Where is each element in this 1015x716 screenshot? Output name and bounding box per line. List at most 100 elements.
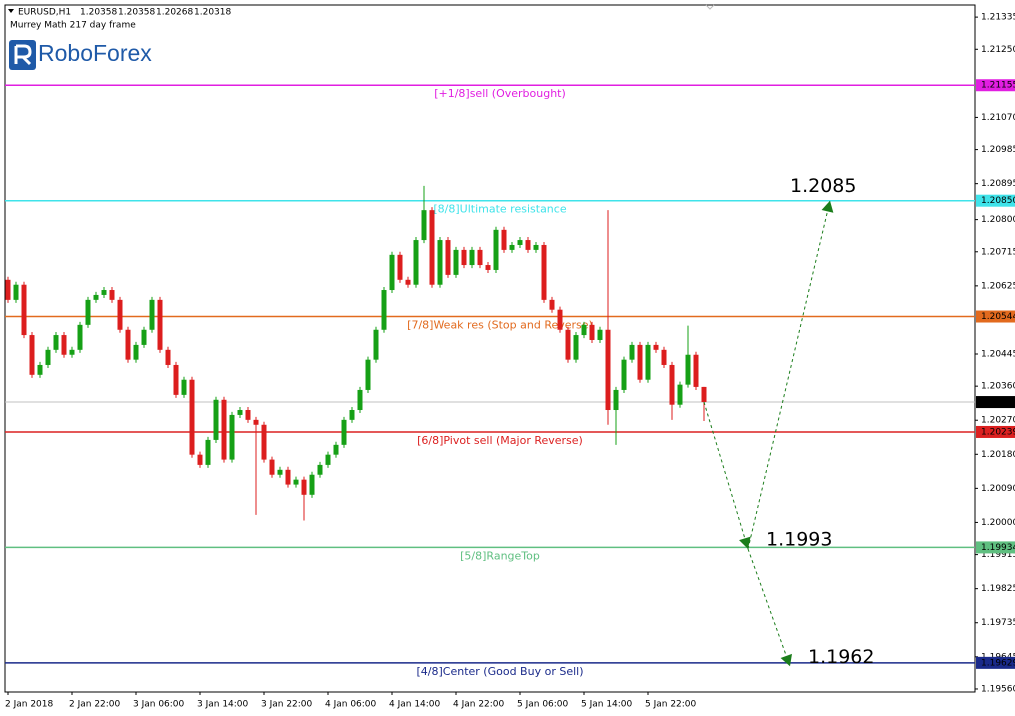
candle-body (77, 324, 83, 350)
candle-body (117, 299, 123, 330)
level-price-box (976, 425, 1015, 438)
candle-body (357, 389, 363, 411)
candle-body (61, 335, 67, 355)
candle-body (557, 309, 563, 330)
scroll-marker (705, 4, 715, 10)
candle-body (437, 240, 443, 285)
candle-body (125, 329, 131, 360)
candle-body (309, 474, 315, 495)
current-price-box (976, 396, 1015, 409)
candle-body (501, 229, 507, 250)
logo-glyph (14, 44, 32, 66)
candle-body (533, 244, 539, 250)
candle-body (93, 294, 99, 300)
candle-body (221, 399, 227, 460)
y-tick-label: 1.20985 (981, 145, 1015, 155)
y-tick-label: 1.20180 (981, 450, 1015, 460)
current-price-label: 1.20318 (981, 398, 1015, 408)
candle-body (197, 454, 203, 465)
plot-frame (4, 4, 976, 693)
target-label: 1.1993 (766, 528, 832, 550)
y-tick-label: 1.19735 (981, 618, 1015, 628)
x-tick-label: 3 Jan 22:00 (261, 700, 313, 710)
projection-head (780, 653, 792, 667)
candle-body (269, 459, 275, 475)
candle-body (389, 254, 395, 291)
candle-body (101, 290, 107, 295)
candle-body (365, 359, 371, 390)
level-price-label: 1.21155 (981, 81, 1015, 91)
candle-body (149, 299, 155, 330)
candle-body (629, 344, 635, 360)
projection-head (739, 536, 751, 549)
candle-body (253, 419, 259, 425)
level-price-label: 1.20544 (981, 312, 1015, 322)
level-label: [6/8]Pivot sell (Major Reverse) (417, 434, 583, 447)
candle-body (693, 354, 699, 387)
candle-body (421, 210, 427, 241)
target-label: 1.1962 (808, 646, 874, 668)
candle-body (53, 335, 59, 350)
header-open: 1.20358 (80, 8, 117, 18)
x-tick-label: 2 Jan 22:00 (69, 700, 121, 710)
candle-body (285, 469, 291, 485)
candle-body (493, 229, 499, 270)
menu-arrow (8, 9, 14, 13)
candle-body (333, 444, 339, 455)
candle-body (581, 324, 587, 336)
candle-body (573, 335, 579, 360)
candle-body (213, 399, 219, 440)
level-label: [4/8]Center (Good Buy or Sell) (417, 665, 584, 678)
candle-body (565, 329, 571, 360)
candle-body (525, 240, 531, 250)
y-tick-label: 1.20445 (981, 349, 1015, 359)
level-price-label: 1.20850 (981, 196, 1015, 206)
y-tick-label: 1.20360 (981, 382, 1015, 392)
candle-body (669, 364, 675, 405)
y-tick-label: 1.20090 (981, 484, 1015, 494)
level-price-box (976, 194, 1015, 207)
candle-body (229, 414, 235, 460)
x-tick-label: 5 Jan 06:00 (517, 700, 569, 710)
level-price-label: 1.19629 (981, 658, 1015, 668)
y-tick-label: 1.20000 (981, 518, 1015, 528)
candle-body (173, 364, 179, 395)
header-close: 1.20318 (194, 8, 231, 18)
projection-arrow (747, 200, 831, 550)
level-price-label: 1.19934 (981, 543, 1015, 553)
projection-arrow (747, 548, 791, 667)
projection-head (821, 200, 834, 213)
candle-body (85, 299, 91, 325)
candle-body (69, 349, 75, 355)
candle-body (453, 249, 459, 275)
candle-body (301, 479, 307, 495)
y-tick-label: 1.21335 (981, 13, 1015, 23)
y-tick-label: 1.19825 (981, 584, 1015, 594)
y-tick-label: 1.19560 (981, 684, 1015, 694)
candle-body (653, 344, 659, 350)
level-price-box (976, 310, 1015, 323)
candle-body (205, 439, 211, 465)
x-tick-label: 4 Jan 14:00 (389, 700, 441, 710)
candle-body (45, 349, 51, 365)
candle-body (541, 244, 547, 300)
candle-body (405, 279, 411, 285)
candle-body (349, 410, 355, 420)
candle-body (701, 386, 707, 403)
level-label: [7/8]Weak res (Stop and Reverse) (407, 319, 593, 332)
header-high: 1.20358 (118, 8, 155, 18)
candle-body (341, 419, 347, 445)
candle-body (509, 244, 515, 250)
x-tick-label: 4 Jan 22:00 (453, 700, 505, 710)
candle-body (21, 284, 27, 336)
level-price-box (976, 541, 1015, 554)
target-label: 1.2085 (790, 175, 856, 197)
x-tick-label: 3 Jan 06:00 (133, 700, 185, 710)
x-tick-label: 5 Jan 14:00 (581, 700, 633, 710)
x-tick-label: 4 Jan 06:00 (325, 700, 377, 710)
x-tick-label: 5 Jan 22:00 (645, 700, 697, 710)
candle-body (381, 290, 387, 330)
candle-body (549, 299, 555, 310)
